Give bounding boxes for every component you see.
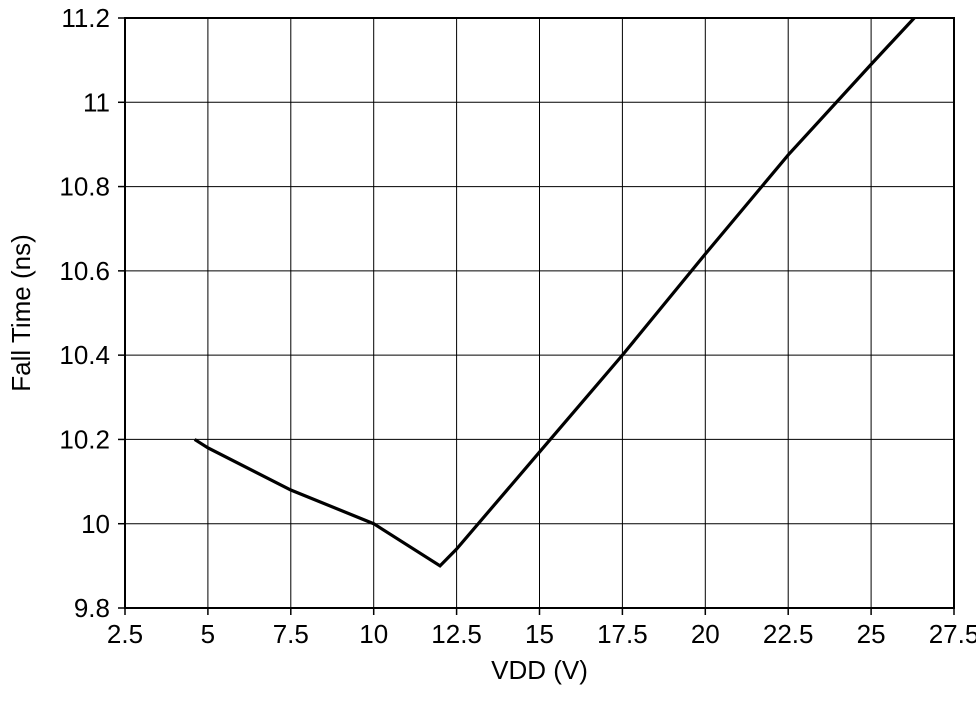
y-tick-label: 10 — [81, 509, 110, 539]
x-tick-label: 20 — [691, 619, 720, 649]
x-tick-label: 15 — [525, 619, 554, 649]
y-axis-label: Fall Time (ns) — [6, 234, 36, 391]
x-tick-label: 12.5 — [431, 619, 482, 649]
x-tick-label: 2.5 — [107, 619, 143, 649]
chart-container: 2.5 5 7.5 10 12.5 15 17.5 20 22.5 25 27.5 9.8 10 10.2… — [0, 0, 976, 701]
y-tick-label: 10.2 — [59, 425, 110, 455]
y-tick-label: 10.8 — [59, 172, 110, 202]
chart-svg: 2.5 5 7.5 10 12.5 15 17.5 20 22.5 25 27.5 9.8 10 10.2… — [0, 0, 976, 701]
y-tick-label: 9.8 — [74, 593, 110, 623]
x-tick-label: 25 — [857, 619, 886, 649]
x-tick-label: 22.5 — [763, 619, 814, 649]
x-axis-label: VDD (V) — [491, 655, 588, 685]
x-tick-label: 10 — [359, 619, 388, 649]
y-tick-label: 11 — [83, 87, 110, 117]
x-tick-label: 7.5 — [273, 619, 309, 649]
x-tick-label: 27.5 — [929, 619, 976, 649]
x-tick-label: 17.5 — [597, 619, 648, 649]
x-tick-label: 5 — [201, 619, 215, 649]
y-tick-label: 10.4 — [59, 340, 110, 370]
y-tick-label: 10.6 — [59, 256, 110, 286]
y-tick-label: 11.2 — [61, 3, 110, 33]
